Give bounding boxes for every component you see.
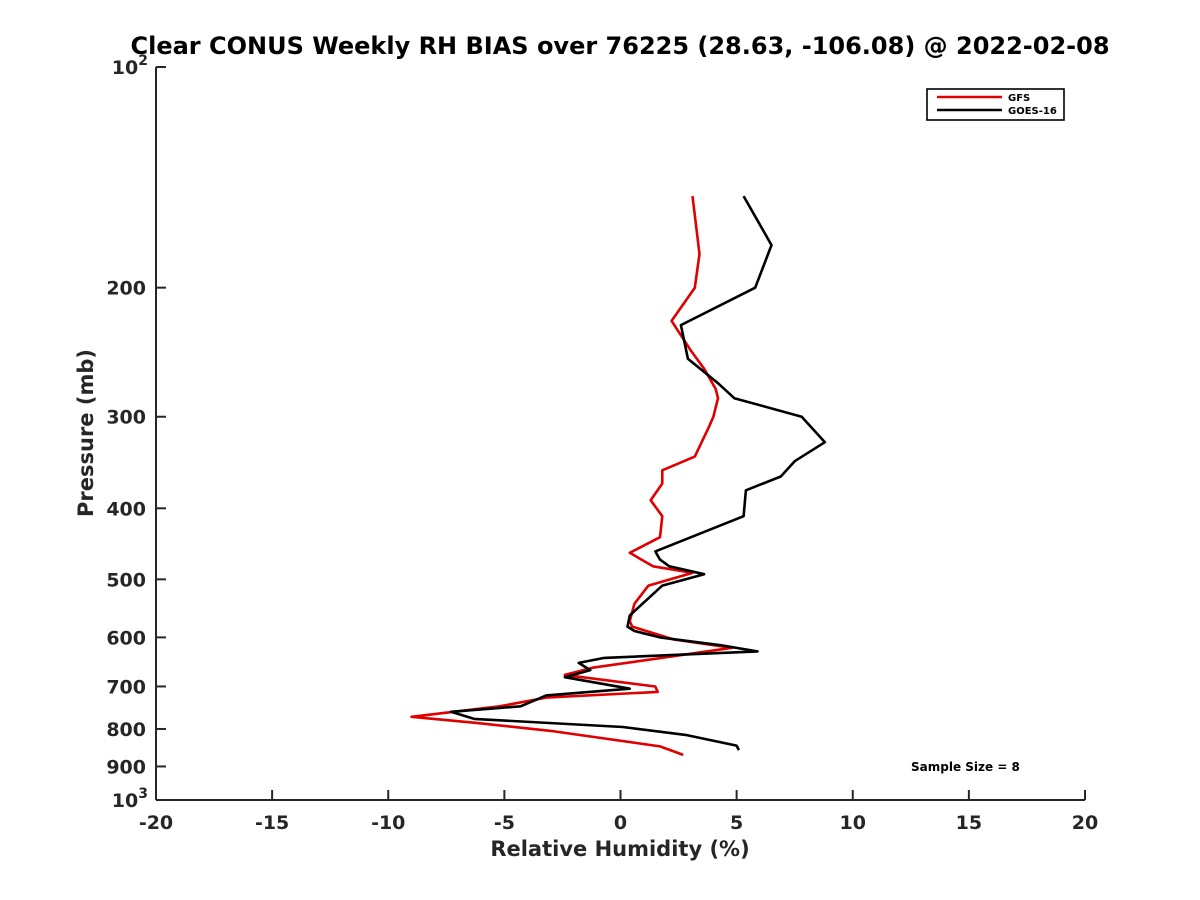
legend: GFS GOES-16 (926, 88, 1065, 121)
y-tick-label: 300 (106, 407, 146, 429)
y-tick-label: 600 (106, 627, 146, 649)
y-tick-label: 200 (106, 278, 146, 300)
legend-label: GFS (1008, 93, 1030, 104)
legend-box (926, 88, 1065, 121)
x-axis-label: Relative Humidity (%) (490, 837, 749, 861)
y-tick-label: 800 (106, 719, 146, 741)
x-tick-label: -15 (255, 812, 289, 834)
x-tick-label: 15 (956, 812, 982, 834)
y-tick-label: 500 (106, 569, 146, 591)
y-tick-label: 700 (106, 676, 146, 698)
x-tick-label: 20 (1072, 812, 1098, 834)
series-line-gfs (410, 195, 734, 757)
x-tick-label: -5 (494, 812, 515, 834)
y-axis-label: Pressure (mb) (74, 349, 98, 517)
chart-title: Clear CONUS Weekly RH BIAS over 76225 (2… (130, 32, 1109, 60)
x-tick-label: 5 (730, 812, 743, 834)
plot-area: -20 -15 -10 -5 0 5 10 15 20 102 200 300 400 500 600 700… (106, 53, 1098, 834)
x-tick-label: -20 (139, 812, 173, 834)
x-tick-label: 0 (614, 812, 627, 834)
series-line-goes-16 (449, 195, 827, 751)
legend-label: GOES-16 (1008, 106, 1057, 117)
sample-size-annotation: Sample Size = 8 (911, 760, 1020, 774)
y-tick-label: 400 (106, 498, 146, 520)
y-tick-label: 103 (112, 786, 148, 812)
y-tick-label: 900 (106, 756, 146, 778)
x-tick-label: 10 (840, 812, 866, 834)
y-tick-label: 102 (112, 53, 148, 79)
x-tick-label: -10 (371, 812, 405, 834)
